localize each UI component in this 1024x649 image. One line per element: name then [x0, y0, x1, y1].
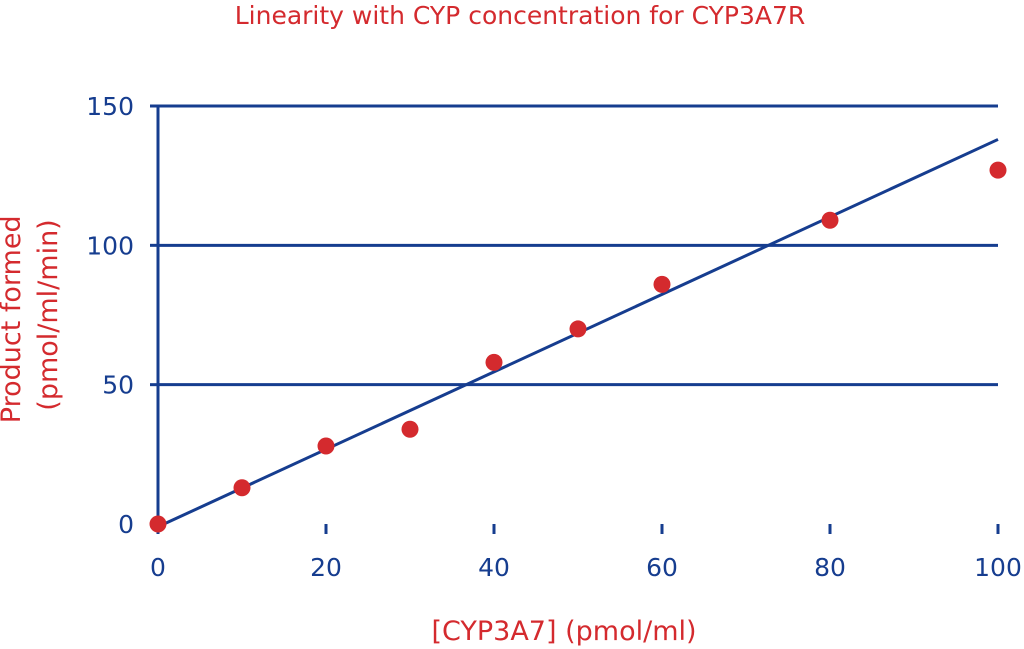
data-point-7: [821, 211, 839, 229]
data-point-5: [569, 320, 587, 338]
data-points: [149, 161, 1007, 533]
data-point-1: [233, 479, 251, 497]
data-point-0: [149, 515, 167, 533]
y-tick-label-2: 100: [86, 231, 134, 260]
x-tick-label-4: 80: [814, 553, 846, 582]
data-point-3: [401, 420, 419, 438]
y-tick-label-0: 0: [118, 510, 134, 539]
x-tick-label-1: 20: [310, 553, 342, 582]
data-point-2: [317, 437, 335, 455]
y-axis-label-line-2: (pmol/ml/min): [33, 219, 64, 410]
y-axis-label-line-1: Product formed: [0, 215, 27, 423]
x-tick-labels: 0 20 40 60 80 100: [150, 553, 1022, 582]
chart-title: Linearity with CYP concentration for CYP…: [235, 1, 806, 30]
data-point-4: [485, 353, 503, 371]
x-tick-label-2: 40: [478, 553, 510, 582]
x-tick-label-3: 60: [646, 553, 678, 582]
data-point-6: [653, 275, 671, 293]
grid-lines: [158, 104, 998, 387]
data-point-8: [989, 161, 1007, 179]
axes: [150, 104, 1000, 534]
y-axis-label: Product formed (pmol/ml/min): [0, 207, 64, 423]
y-tick-labels: 0 50 100 150: [86, 92, 134, 539]
x-axis-label: [CYP3A7] (pmol/ml): [431, 616, 696, 647]
y-tick-label-3: 150: [86, 92, 134, 121]
x-tick-label-5: 100: [974, 553, 1022, 582]
x-tick-label-0: 0: [150, 553, 166, 582]
y-tick-label-1: 50: [102, 371, 134, 400]
